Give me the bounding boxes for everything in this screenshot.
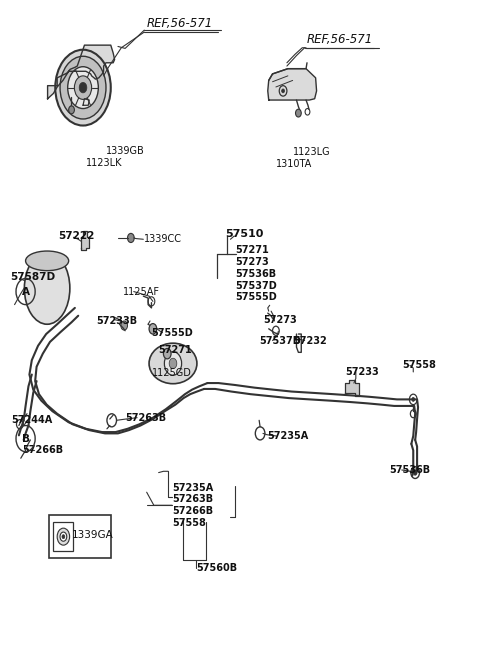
Circle shape: [62, 534, 65, 538]
Text: 57555D: 57555D: [152, 328, 193, 338]
Text: 57510: 57510: [226, 229, 264, 239]
Text: 57244A: 57244A: [11, 415, 52, 425]
Text: 57235A: 57235A: [172, 483, 213, 493]
Text: 57233: 57233: [345, 367, 379, 377]
Text: REF,56-571: REF,56-571: [147, 17, 213, 30]
Text: 57273: 57273: [263, 314, 297, 325]
Text: 57560B: 57560B: [196, 563, 237, 573]
Bar: [53, 521, 73, 551]
Text: 1339GA: 1339GA: [72, 531, 113, 540]
Text: 1125GD: 1125GD: [152, 368, 192, 378]
Text: 57266B: 57266B: [172, 506, 213, 516]
Polygon shape: [81, 231, 89, 250]
Text: 57558: 57558: [403, 360, 437, 371]
Text: 57235A: 57235A: [267, 431, 308, 441]
Text: 1123LG: 1123LG: [293, 147, 330, 157]
Text: 1339CC: 1339CC: [144, 234, 182, 244]
Circle shape: [68, 67, 98, 109]
Circle shape: [121, 321, 128, 330]
Circle shape: [282, 89, 285, 93]
Text: 1310TA: 1310TA: [276, 159, 312, 169]
Text: 1123LK: 1123LK: [86, 158, 122, 168]
Text: 57558: 57558: [172, 518, 206, 528]
Text: REF,56-571: REF,56-571: [307, 33, 373, 47]
Bar: [48, 515, 111, 557]
Circle shape: [55, 50, 111, 126]
Text: 57266B: 57266B: [22, 445, 63, 455]
Text: 57271: 57271: [158, 345, 192, 356]
Text: 57537D: 57537D: [259, 335, 301, 346]
Text: 57271: 57271: [235, 246, 269, 255]
Circle shape: [57, 528, 70, 545]
Text: 1339GB: 1339GB: [106, 146, 145, 156]
Text: 57233B: 57233B: [96, 316, 138, 326]
Ellipse shape: [149, 343, 197, 384]
Circle shape: [74, 76, 92, 100]
Circle shape: [164, 352, 181, 375]
Circle shape: [169, 358, 177, 369]
Text: 57555D: 57555D: [235, 292, 277, 303]
Polygon shape: [345, 380, 359, 396]
Ellipse shape: [24, 252, 70, 324]
Circle shape: [128, 233, 134, 242]
Circle shape: [296, 109, 301, 117]
Text: 57222: 57222: [58, 231, 95, 241]
Text: 57273: 57273: [235, 257, 269, 267]
Text: 1125AF: 1125AF: [123, 286, 160, 297]
Circle shape: [149, 324, 157, 334]
Text: 57587D: 57587D: [10, 272, 55, 282]
Text: 57232: 57232: [294, 335, 327, 346]
Text: 57537D: 57537D: [235, 281, 277, 291]
Text: 57263B: 57263B: [172, 495, 213, 504]
Text: 57536B: 57536B: [389, 465, 431, 475]
Circle shape: [413, 470, 417, 476]
Circle shape: [60, 56, 106, 119]
Circle shape: [412, 398, 415, 402]
Circle shape: [79, 83, 87, 93]
Text: 57536B: 57536B: [235, 269, 276, 279]
Circle shape: [163, 348, 171, 359]
Circle shape: [60, 532, 67, 541]
Text: 57263B: 57263B: [125, 413, 166, 422]
Ellipse shape: [25, 251, 69, 271]
Text: B: B: [22, 434, 30, 443]
Text: A: A: [22, 286, 30, 297]
Circle shape: [69, 106, 74, 114]
Polygon shape: [48, 45, 115, 99]
Polygon shape: [268, 69, 317, 100]
